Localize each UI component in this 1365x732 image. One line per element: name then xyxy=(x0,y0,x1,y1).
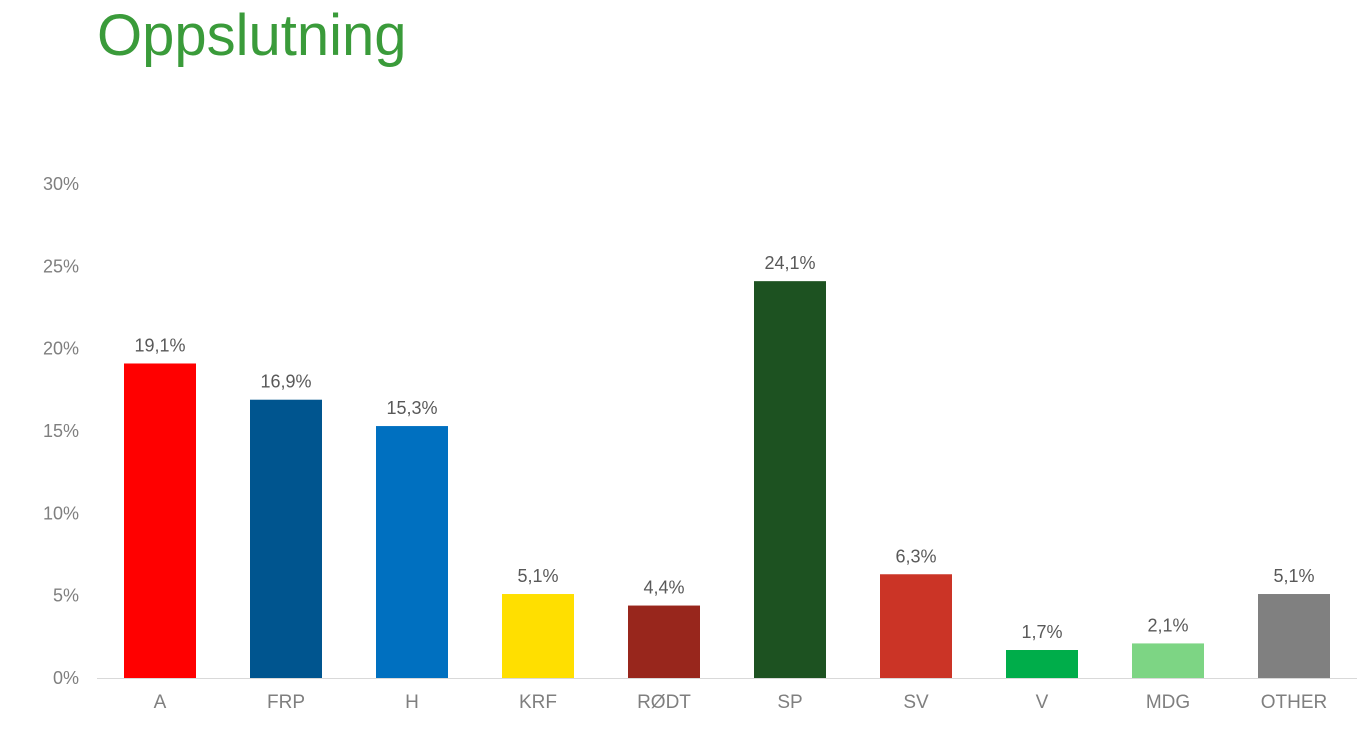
x-tick-label: A xyxy=(154,692,167,713)
y-tick-label: 15% xyxy=(43,421,79,441)
data-label: 24,1% xyxy=(764,253,815,273)
y-tick-label: 5% xyxy=(53,586,79,606)
x-tick-label: H xyxy=(405,692,419,713)
data-label: 5,1% xyxy=(1273,566,1314,586)
data-labels: 19,1% 16,9% 15,3% 5,1% 4,4% 24,1% 6,3% 1,7% 2,1%… xyxy=(134,253,1314,642)
x-tick-label: SV xyxy=(903,692,929,713)
y-tick-label: 25% xyxy=(43,256,79,276)
x-tick-label: OTHER xyxy=(1261,692,1328,713)
chart-title: Oppslutning xyxy=(97,3,407,68)
bar-rødt xyxy=(628,605,700,678)
x-tick-label: FRP xyxy=(267,692,305,713)
data-label: 2,1% xyxy=(1147,615,1188,635)
x-tick-label: MDG xyxy=(1146,692,1190,713)
data-label: 6,3% xyxy=(895,546,936,566)
data-label: 1,7% xyxy=(1021,622,1062,642)
y-tick-label: 30% xyxy=(43,174,79,194)
bar-mdg xyxy=(1132,643,1204,678)
x-tick-label: RØDT xyxy=(637,692,691,713)
y-tick-label: 10% xyxy=(43,503,79,523)
data-label: 19,1% xyxy=(134,335,185,355)
data-label: 4,4% xyxy=(643,578,684,598)
bar-series xyxy=(124,281,1330,678)
data-label: 16,9% xyxy=(260,372,311,392)
bar-a xyxy=(124,363,196,678)
x-tick-label: SP xyxy=(777,692,802,713)
bar-sp xyxy=(754,281,826,678)
bar-sv xyxy=(880,574,952,678)
bar-h xyxy=(376,426,448,678)
bar-v xyxy=(1006,650,1078,678)
bar-krf xyxy=(502,594,574,678)
x-tick-label: V xyxy=(1036,692,1049,713)
bar-frp xyxy=(250,399,322,678)
x-tick-label: KRF xyxy=(519,692,557,713)
data-label: 15,3% xyxy=(386,398,437,418)
x-axis-category-labels: A FRP H KRF RØDT SP SV V MDG OTHER xyxy=(154,692,1328,713)
bar-other xyxy=(1258,594,1330,678)
y-tick-label: 0% xyxy=(53,668,79,688)
y-tick-label: 20% xyxy=(43,339,79,359)
y-axis-tick-labels: 0% 5% 10% 15% 20% 25% 30% xyxy=(43,174,79,688)
data-label: 5,1% xyxy=(517,566,558,586)
